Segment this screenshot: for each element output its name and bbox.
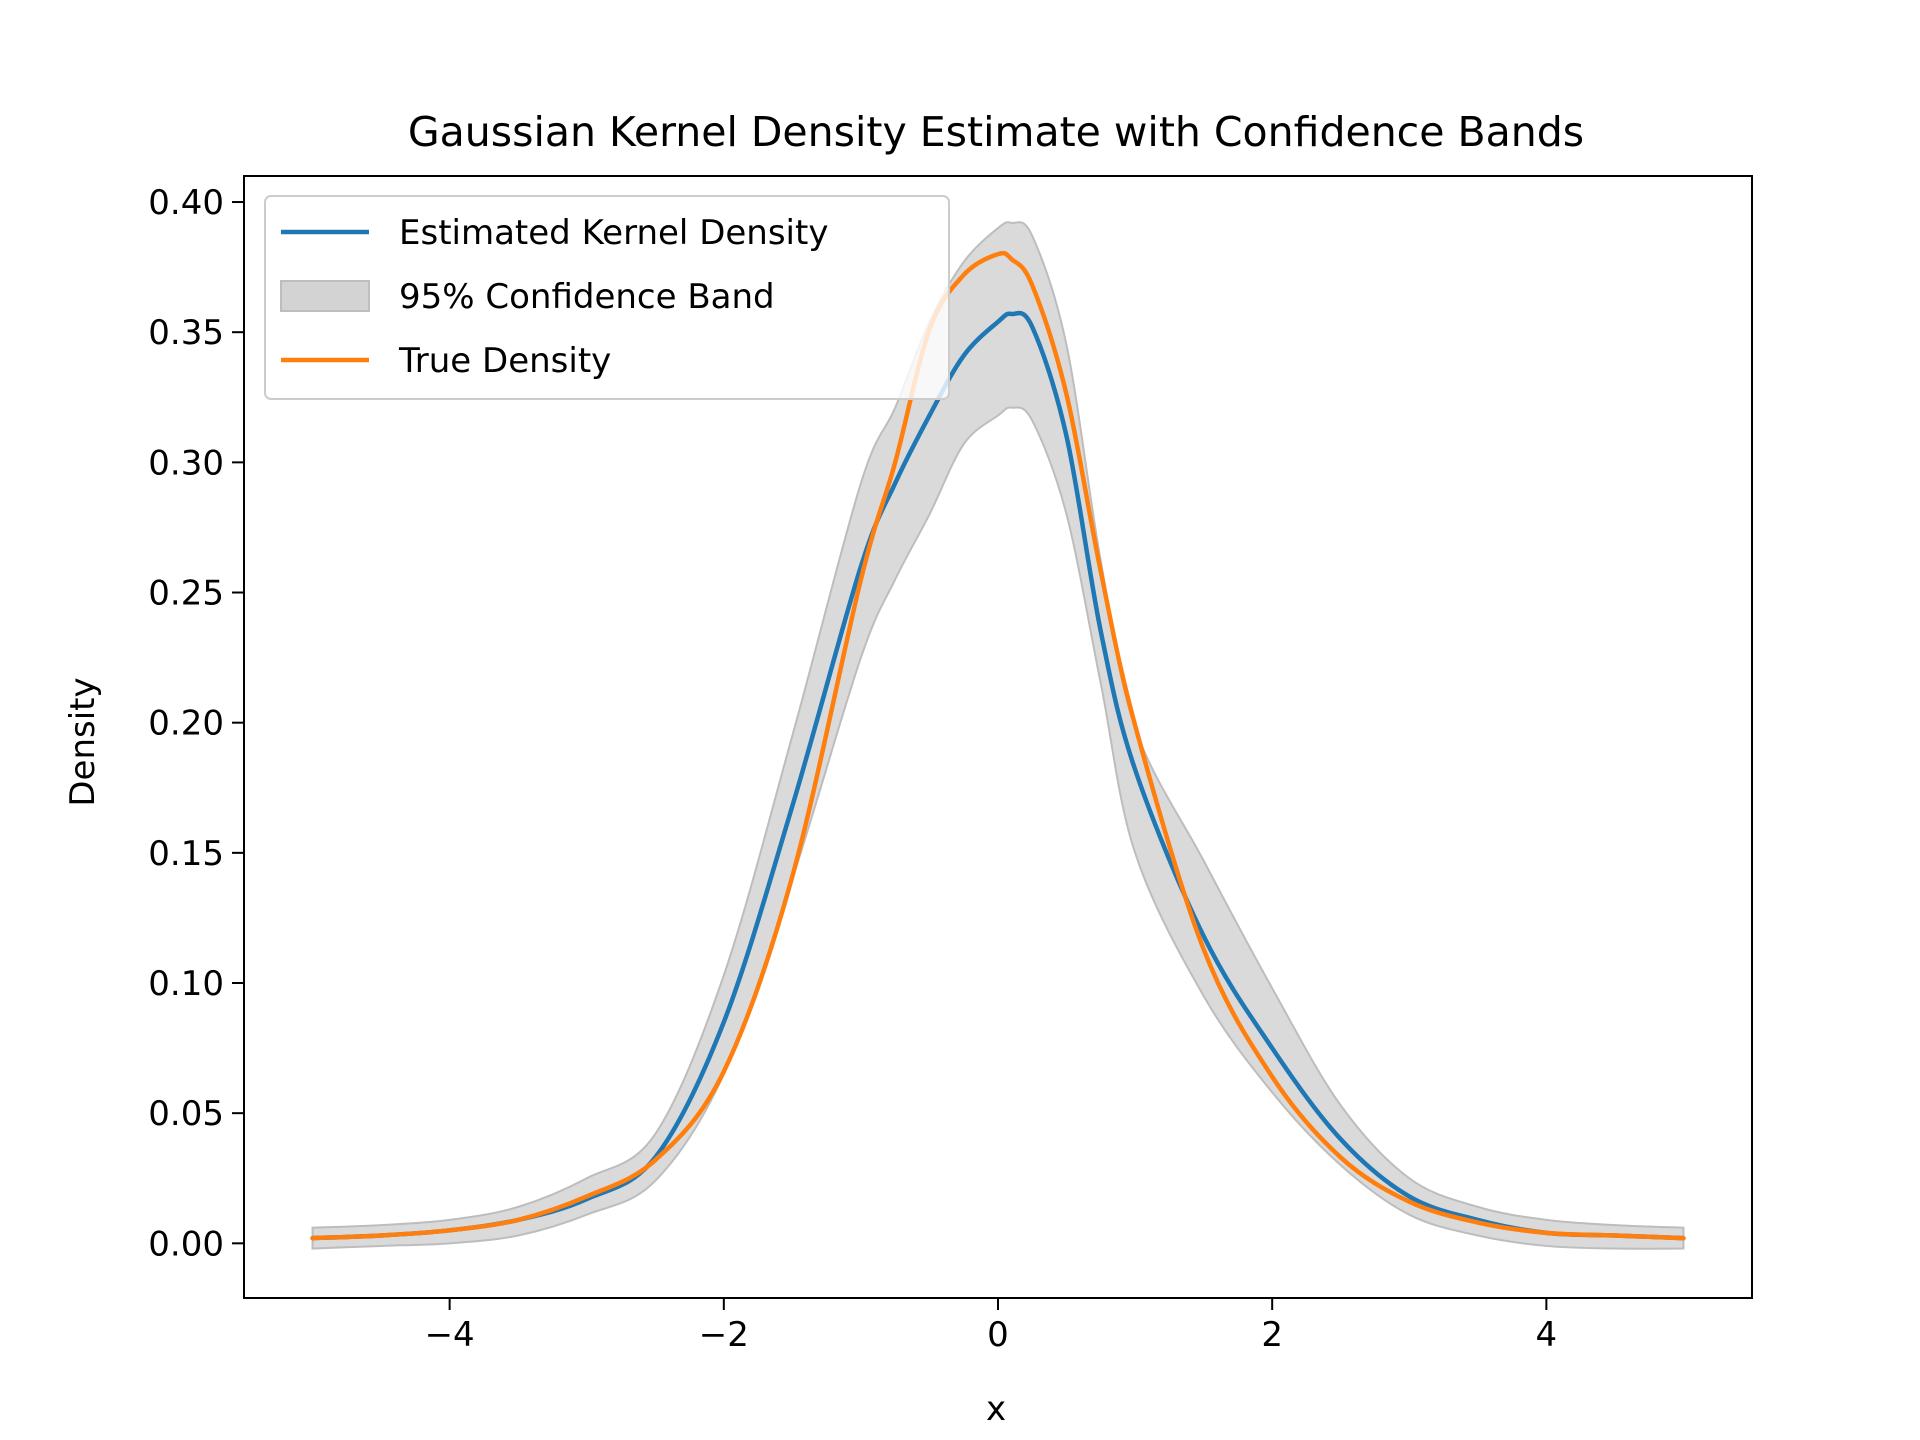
legend-box [264, 195, 950, 400]
y-tick-label: 0.25 [148, 574, 224, 614]
y-tick-label: 0.35 [148, 313, 224, 353]
chart-title: Gaussian Kernel Density Estimate with Co… [408, 108, 1584, 156]
x-tick-label: −2 [699, 1315, 749, 1355]
y-tick-label: 0.20 [148, 704, 224, 744]
axes: −4 −2 0 2 4 0.00 0.05 0.10 0.15 0.20 0.25 0.30 0.35 0… [148, 175, 1753, 1355]
x-tick-label: −4 [425, 1315, 475, 1355]
x-tick-label: 4 [1536, 1315, 1558, 1355]
y-tick-label: 0.30 [148, 443, 224, 483]
x-axis-label: x [986, 1389, 1006, 1429]
y-tick-label: 0.05 [148, 1094, 224, 1134]
legend-swatch-confidence-band [280, 280, 370, 312]
legend: Estimated Kernel Density 95% Confidence B… [264, 195, 950, 400]
y-tick-label: 0.15 [148, 834, 224, 874]
x-tick-label: 2 [1261, 1315, 1283, 1355]
x-tick-label: 0 [987, 1315, 1009, 1355]
y-tick-label: 0.10 [148, 964, 224, 1004]
y-axis-label: Density [63, 677, 103, 806]
legend-label-confidence-band: 95% Confidence Band [399, 277, 775, 317]
series-line-true-density [310, 250, 1686, 1241]
confidence-band [311, 221, 1685, 1250]
y-tick-label: 0.40 [148, 183, 224, 223]
plot-area [310, 221, 1686, 1250]
y-tick-label: 0.00 [148, 1224, 224, 1264]
legend-label-estimated-kernel-density: Estimated Kernel Density [399, 213, 828, 253]
legend-label-true-density: True Density [398, 341, 611, 381]
